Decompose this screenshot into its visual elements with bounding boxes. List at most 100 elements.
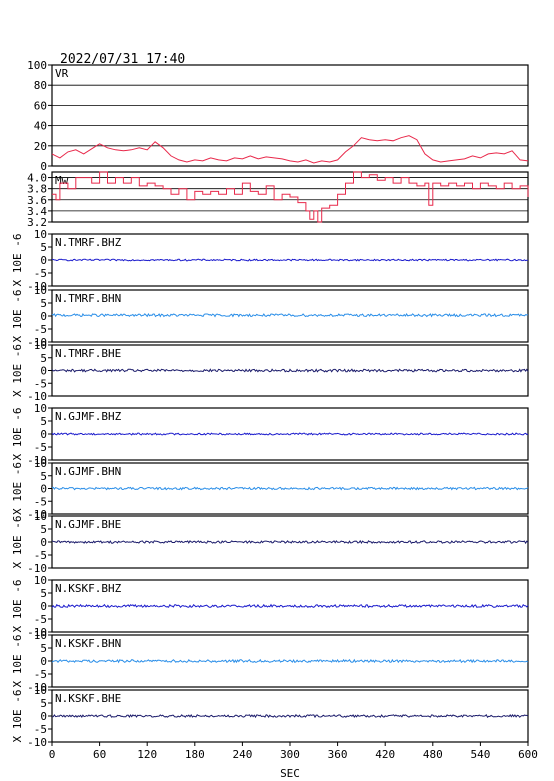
- y-tick-label: 5: [40, 297, 47, 310]
- y-tick-label: 10: [34, 228, 47, 241]
- y-axis-label: X 10E -6: [11, 290, 24, 343]
- y-tick-label: 3.4: [27, 205, 47, 218]
- panel-label: N.GJMF.BHE: [55, 518, 121, 531]
- y-tick-label: 5: [40, 697, 47, 710]
- y-tick-label: 5: [40, 642, 47, 655]
- y-tick-label: -10: [27, 280, 47, 293]
- y-tick-label: 0: [40, 160, 47, 173]
- x-tick-label: 480: [423, 748, 443, 761]
- y-tick-label: 10: [34, 510, 47, 523]
- y-tick-label: 10: [34, 284, 47, 297]
- y-tick-label: 4.0: [27, 172, 47, 185]
- y-tick-label: -5: [34, 668, 47, 681]
- y-tick-label: 20: [34, 140, 47, 153]
- y-tick-label: 10: [34, 402, 47, 415]
- y-tick-label: -5: [34, 549, 47, 562]
- y-axis-label: X 10E -6: [11, 234, 24, 287]
- panel-label: Mw: [55, 174, 69, 187]
- panel-mw: 3.23.43.63.84.0 Mw: [27, 171, 529, 229]
- y-tick-label: 10: [34, 684, 47, 697]
- y-tick-label: 0: [40, 365, 47, 378]
- y-axis-label: X 10E -6: [11, 462, 24, 515]
- series-line-kskf-bhz: [51, 603, 529, 609]
- x-tick-label: 300: [280, 748, 300, 761]
- y-axis-label: X 10E -6: [11, 344, 24, 397]
- y-tick-label: 40: [34, 120, 47, 133]
- y-tick-label: -5: [34, 377, 47, 390]
- panel-label: N.TMRF.BHZ: [55, 236, 122, 249]
- y-tick-label: 0: [40, 254, 47, 267]
- y-axis-label: X 10E -6: [11, 635, 24, 688]
- y-tick-label: 0: [40, 536, 47, 549]
- series-line-kskf-bhn: [51, 658, 529, 664]
- y-tick-label: -5: [34, 323, 47, 336]
- y-tick-label: -10: [27, 626, 47, 639]
- y-tick-label: -5: [34, 441, 47, 454]
- y-tick-label: -10: [27, 681, 47, 694]
- y-tick-label: 5: [40, 523, 47, 536]
- y-tick-label: -10: [27, 390, 47, 403]
- series-line-vr: [51, 135, 529, 164]
- x-tick-label: 180: [185, 748, 205, 761]
- timestamp-label: 2022/07/31 17:40: [60, 52, 185, 67]
- y-tick-label: 0: [40, 428, 47, 441]
- y-tick-label: 5: [40, 415, 47, 428]
- x-axis: 0 60 120 180 240 300 360 420 480 540 600 SEC: [49, 742, 538, 780]
- y-tick-label: 3.8: [27, 183, 47, 196]
- panel-vr: 0 20 40 60 80 100 VR: [27, 59, 529, 173]
- y-tick-label: 0: [40, 710, 47, 723]
- series-line-gjmf-bhn: [51, 486, 529, 491]
- panel-label: N.GJMF.BHZ: [55, 410, 122, 423]
- y-tick-label: 10: [34, 339, 47, 352]
- series-line-kskf-bhe: [51, 713, 529, 719]
- x-tick-label: 120: [137, 748, 157, 761]
- panel-label: N.KSKF.BHZ: [55, 582, 122, 595]
- x-tick-label: 420: [375, 748, 395, 761]
- y-tick-label: 5: [40, 241, 47, 254]
- panel-label: N.TMRF.BHN: [55, 292, 121, 305]
- x-tick-label: 60: [93, 748, 106, 761]
- y-tick-label: -5: [34, 723, 47, 736]
- x-tick-label: 240: [232, 748, 252, 761]
- y-tick-label: 5: [40, 352, 47, 365]
- series-line-tmrf-bhe: [51, 368, 529, 373]
- y-tick-label: -5: [34, 613, 47, 626]
- series-line-gjmf-bhz: [51, 432, 529, 436]
- x-axis-label: SEC: [280, 767, 300, 780]
- y-tick-label: 60: [34, 99, 47, 112]
- panel-label: N.GJMF.BHN: [55, 465, 121, 478]
- series-line-tmrf-bhz: [52, 258, 528, 262]
- panel-frame: [51, 64, 529, 167]
- x-tick-label: 540: [470, 748, 490, 761]
- y-tick-label: -10: [27, 454, 47, 467]
- y-tick-label: 3.6: [27, 194, 47, 207]
- y-tick-label: 100: [27, 59, 47, 72]
- series-line-gjmf-bhe: [51, 539, 529, 545]
- y-tick-label: 0: [40, 483, 47, 496]
- series-line-tmrf-bhn: [51, 313, 529, 318]
- y-axis-label: X 10E -6: [11, 408, 24, 461]
- panel-label: VR: [55, 67, 69, 80]
- y-tick-label: 10: [34, 457, 47, 470]
- y-axis-label: X 10E -6: [11, 690, 24, 743]
- panel-frame: [51, 289, 529, 343]
- y-tick-label: 0: [40, 600, 47, 613]
- y-tick-label: 5: [40, 587, 47, 600]
- panel-label: N.TMRF.BHE: [55, 347, 121, 360]
- y-tick-label: -10: [27, 508, 47, 521]
- y-tick-label: -5: [34, 267, 47, 280]
- y-tick-label: 10: [34, 629, 47, 642]
- y-axis-label: X 10E -6: [11, 516, 24, 569]
- y-tick-label: -10: [27, 336, 47, 349]
- panel-label: N.KSKF.BHE: [55, 692, 121, 705]
- y-tick-label: 0: [40, 655, 47, 668]
